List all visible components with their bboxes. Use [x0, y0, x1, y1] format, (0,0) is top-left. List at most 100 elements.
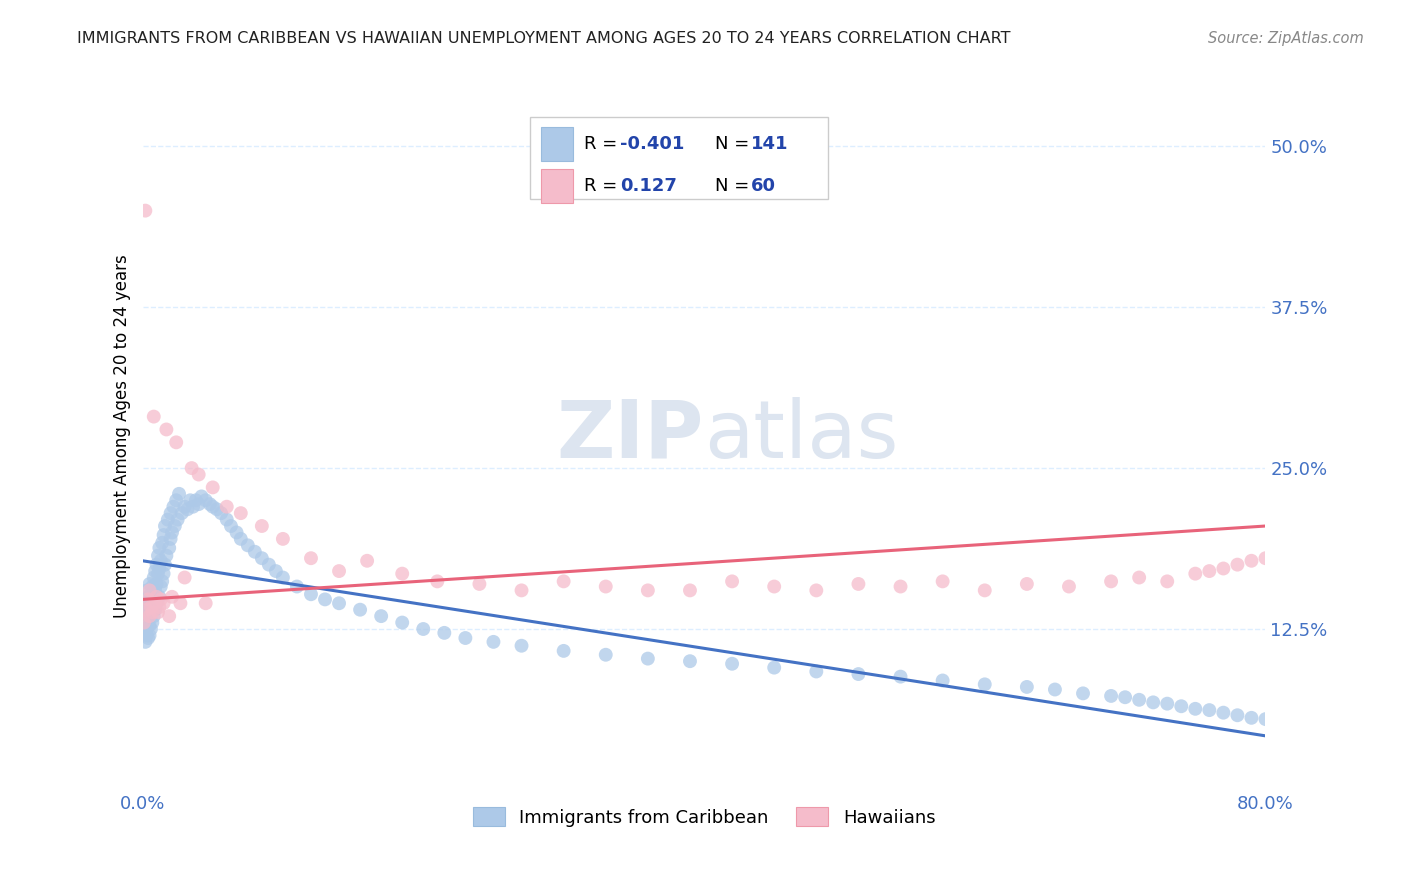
Point [1240, 554, 1263, 568]
Point [1128, 693, 1150, 707]
Point [763, 580, 786, 594]
Point [1156, 697, 1178, 711]
Point [134, 596, 156, 610]
Point [299, 587, 322, 601]
Point [250, 519, 273, 533]
Point [973, 583, 995, 598]
Point [314, 592, 336, 607]
Point [134, 635, 156, 649]
Text: R =: R = [583, 136, 617, 153]
Point [349, 603, 371, 617]
Point [138, 583, 160, 598]
Point [166, 512, 188, 526]
Y-axis label: Unemployment Among Ages 20 to 24 years: Unemployment Among Ages 20 to 24 years [114, 254, 131, 618]
Point [139, 587, 162, 601]
Point [1226, 558, 1249, 572]
Point [1015, 577, 1038, 591]
Point [170, 506, 193, 520]
Point [201, 480, 224, 494]
Point [184, 493, 207, 508]
Text: N =: N = [716, 136, 749, 153]
Point [149, 592, 172, 607]
Point [209, 506, 232, 520]
Point [187, 467, 209, 482]
Point [679, 583, 702, 598]
Point [179, 493, 201, 508]
Point [187, 497, 209, 511]
Point [889, 580, 911, 594]
Point [143, 583, 166, 598]
Point [160, 525, 183, 540]
Point [328, 596, 350, 610]
Point [285, 580, 308, 594]
Point [167, 487, 190, 501]
Point [553, 574, 575, 589]
Point [510, 583, 533, 598]
Point [1170, 699, 1192, 714]
Point [145, 590, 167, 604]
Point [1198, 703, 1220, 717]
Point [142, 592, 165, 607]
Point [679, 654, 702, 668]
Point [370, 609, 392, 624]
Point [165, 493, 187, 508]
Point [1212, 706, 1234, 720]
Point [136, 609, 159, 624]
Point [1212, 561, 1234, 575]
Text: 0.127: 0.127 [620, 177, 676, 195]
Point [139, 622, 162, 636]
Text: 60: 60 [751, 177, 776, 195]
Point [190, 490, 212, 504]
Point [1156, 574, 1178, 589]
Point [134, 615, 156, 630]
Point [205, 502, 228, 516]
Point [1043, 682, 1066, 697]
Point [152, 596, 174, 610]
Point [169, 596, 191, 610]
Text: IMMIGRANTS FROM CARIBBEAN VS HAWAIIAN UNEMPLOYMENT AMONG AGES 20 TO 24 YEARS COR: IMMIGRANTS FROM CARIBBEAN VS HAWAIIAN UN… [77, 31, 1011, 46]
Point [162, 500, 184, 514]
Point [264, 564, 287, 578]
Point [1184, 566, 1206, 581]
Point [138, 618, 160, 632]
Point [721, 574, 744, 589]
Point [139, 605, 162, 619]
Point [146, 549, 169, 563]
FancyBboxPatch shape [541, 169, 572, 203]
Point [1282, 545, 1305, 559]
Point [229, 506, 252, 520]
Point [145, 596, 167, 610]
FancyBboxPatch shape [541, 128, 572, 161]
Point [1353, 727, 1375, 741]
Point [848, 577, 870, 591]
Point [155, 422, 177, 436]
Point [173, 500, 195, 514]
Point [454, 631, 477, 645]
Text: 141: 141 [751, 136, 789, 153]
Point [889, 670, 911, 684]
Point [139, 600, 162, 615]
Point [763, 660, 786, 674]
Text: atlas: atlas [704, 397, 898, 475]
Point [1015, 680, 1038, 694]
Point [141, 580, 163, 594]
Point [181, 500, 204, 514]
Point [1254, 551, 1277, 566]
Text: ZIP: ZIP [557, 397, 704, 475]
Point [1184, 702, 1206, 716]
Legend: Immigrants from Caribbean, Hawaiians: Immigrants from Caribbean, Hawaiians [465, 800, 942, 834]
Point [721, 657, 744, 671]
Point [142, 570, 165, 584]
Point [510, 639, 533, 653]
Point [1071, 686, 1094, 700]
Point [1381, 731, 1403, 746]
Point [328, 564, 350, 578]
Point [198, 497, 221, 511]
Point [299, 551, 322, 566]
Point [215, 500, 238, 514]
Point [136, 631, 159, 645]
Point [1296, 718, 1319, 732]
Point [135, 583, 157, 598]
Point [146, 566, 169, 581]
Point [153, 519, 176, 533]
